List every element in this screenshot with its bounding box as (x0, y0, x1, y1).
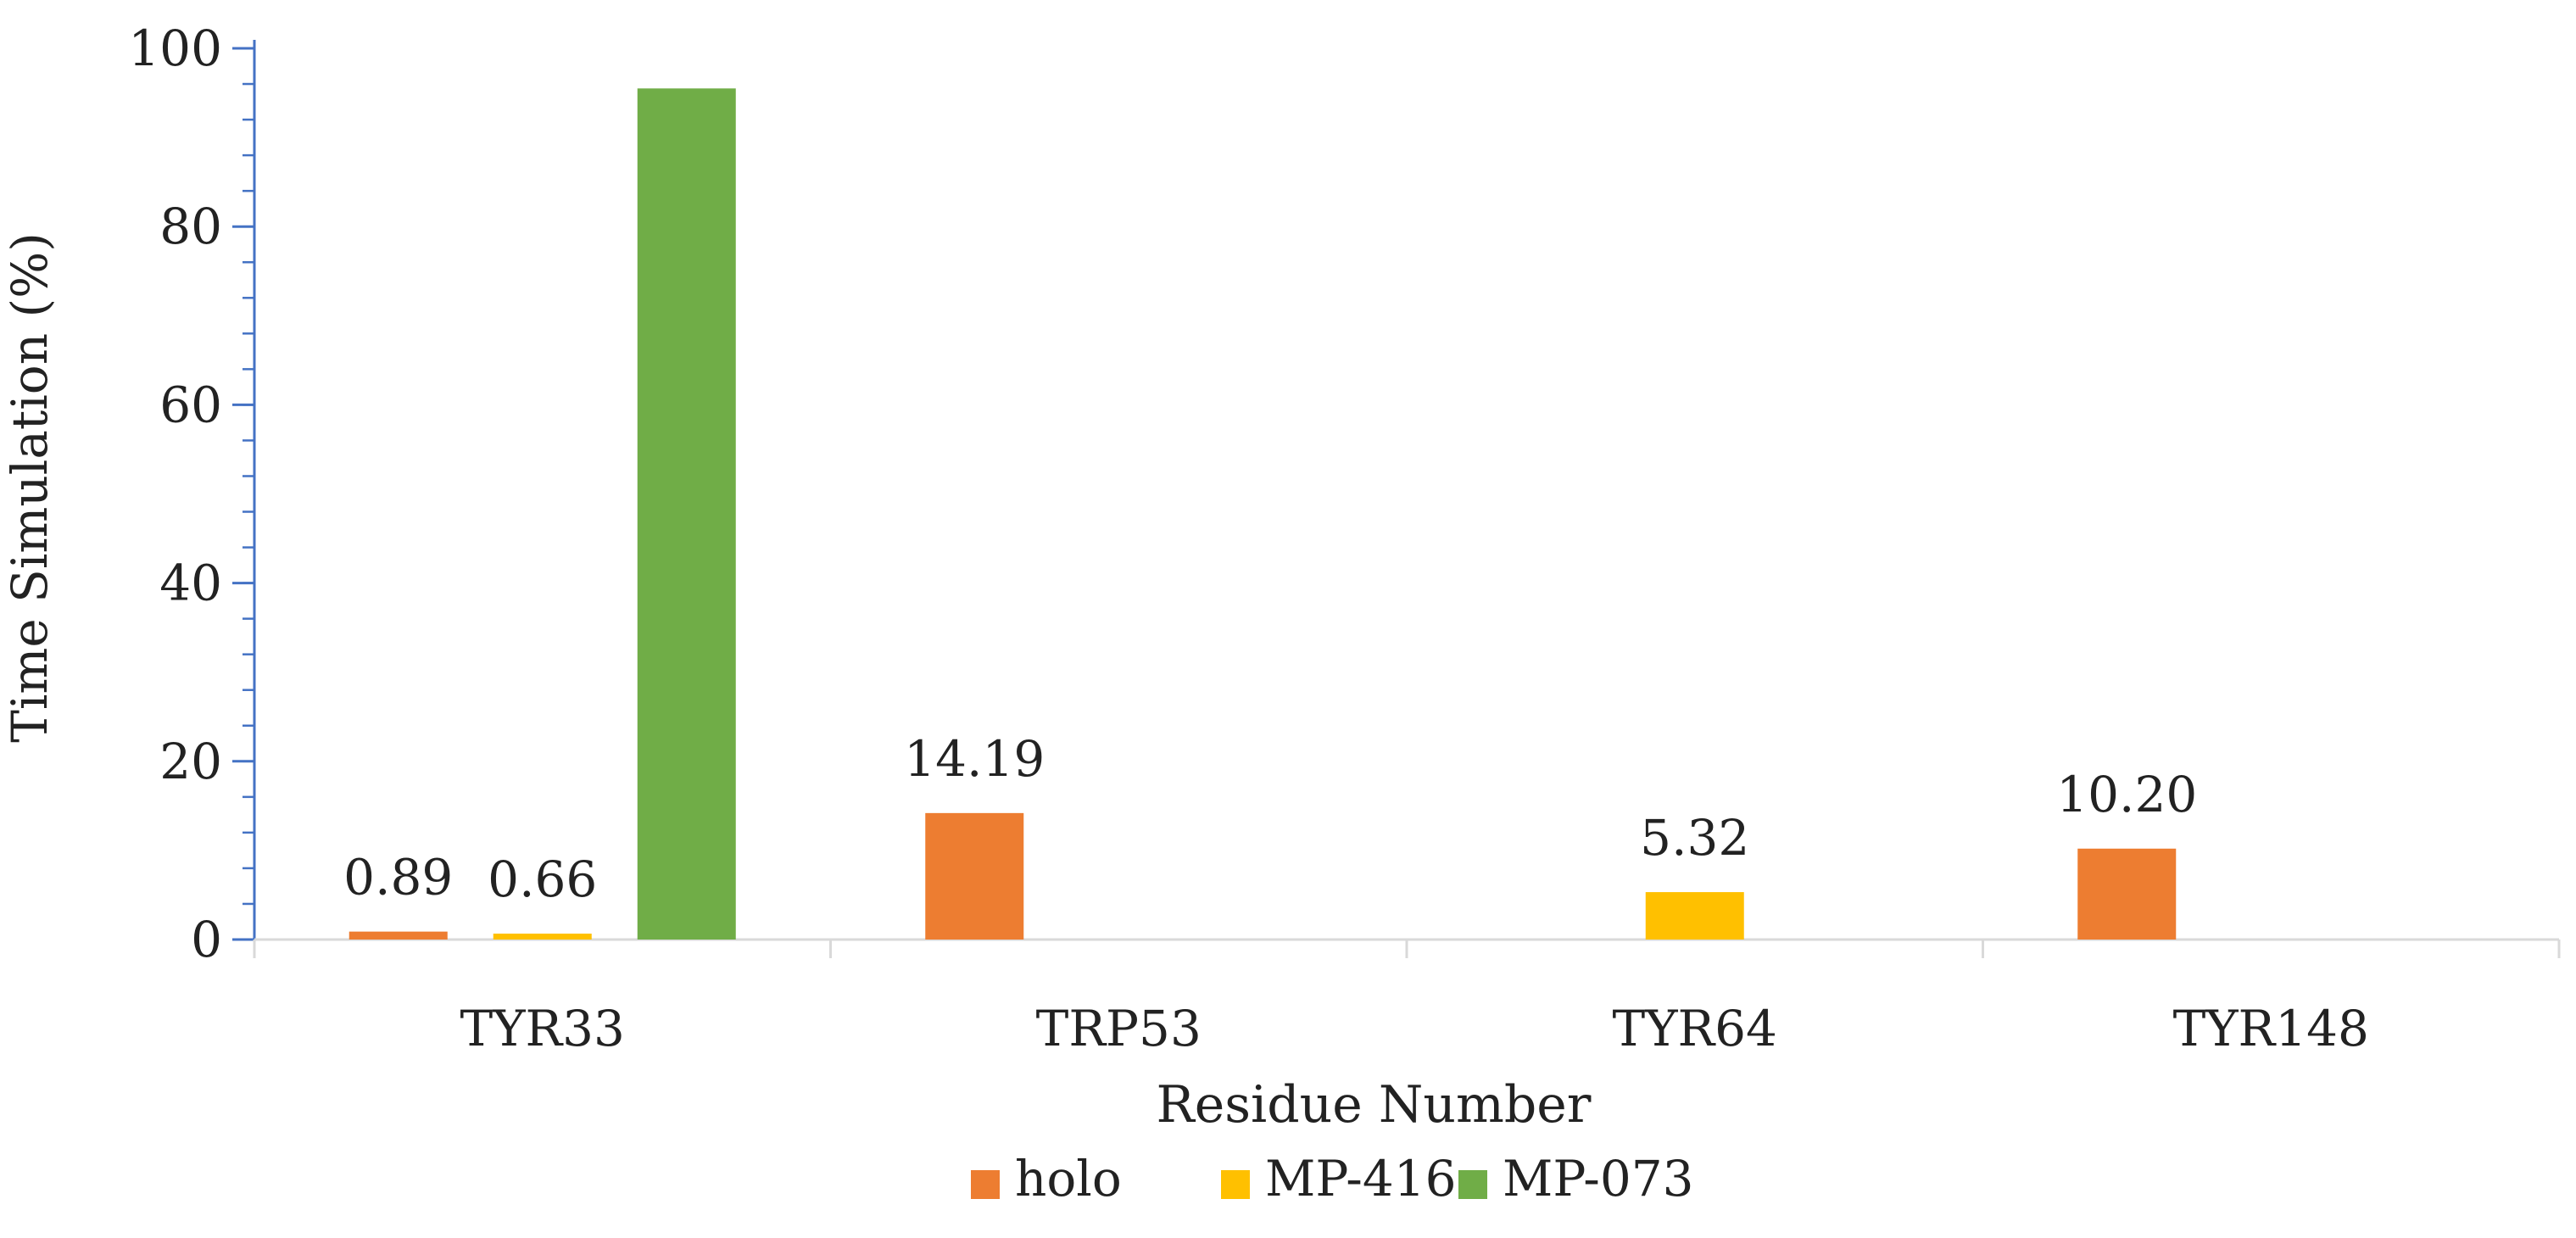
bar-holo (348, 931, 448, 940)
bars (348, 88, 2177, 940)
x-axis: TYR33 TRP53 TYR64 TYR148 (253, 938, 2561, 1057)
x-tick-label: TRP53 (1036, 1000, 1202, 1057)
bar-mp-073 (637, 88, 736, 940)
bar-holo (2077, 848, 2177, 940)
x-axis-title: Residue Number (1157, 1075, 1592, 1135)
legend-label: holo (1015, 1150, 1122, 1207)
x-tick-label: TYR148 (2173, 1000, 2369, 1057)
data-label: 10.20 (2056, 766, 2197, 823)
y-tick-label: 0 (191, 911, 222, 968)
y-tick-label: 100 (128, 20, 222, 77)
bar-mp-416 (493, 934, 592, 940)
data-label: 0.89 (343, 849, 453, 906)
y-axis-title: Time Simulation (%) (1, 232, 59, 743)
y-tick-label: 20 (159, 733, 222, 790)
y-axis: 0 20 40 60 80 100 (128, 20, 256, 968)
data-label: 5.32 (1640, 809, 1749, 867)
y-tick-label: 80 (159, 198, 222, 255)
y-tick-label: 60 (159, 376, 222, 433)
legend-label: MP-416 (1265, 1150, 1457, 1207)
legend-swatch-mp-073 (1458, 1170, 1487, 1199)
bar-holo (925, 812, 1024, 940)
x-tick-label: TYR64 (1613, 1000, 1777, 1057)
data-label: 0.66 (488, 850, 597, 908)
legend-swatch-holo (971, 1170, 1000, 1199)
legend: holo MP-416 MP-073 (971, 1150, 1694, 1207)
data-label: 14.19 (904, 730, 1045, 788)
data-labels: 0.89 0.66 14.19 5.32 10.20 (343, 730, 2197, 908)
bar-mp-416 (1645, 892, 1744, 940)
legend-label: MP-073 (1503, 1150, 1694, 1207)
y-tick-label: 40 (159, 555, 222, 612)
x-tick-label: TYR33 (460, 1000, 625, 1057)
legend-swatch-mp-416 (1221, 1170, 1250, 1199)
